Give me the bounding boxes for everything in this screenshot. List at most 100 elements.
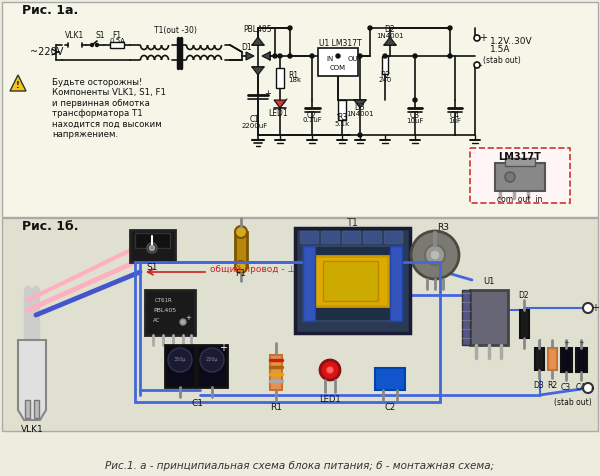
Text: U1: U1 xyxy=(484,278,494,287)
Circle shape xyxy=(91,43,94,47)
Text: CT61R: CT61R xyxy=(155,298,173,303)
Polygon shape xyxy=(18,340,46,420)
Polygon shape xyxy=(252,37,264,45)
Bar xyxy=(342,231,360,243)
Bar xyxy=(25,400,30,418)
Polygon shape xyxy=(246,52,254,60)
Circle shape xyxy=(425,245,445,265)
Text: C1: C1 xyxy=(250,116,260,125)
Text: R1: R1 xyxy=(288,70,298,79)
Bar xyxy=(295,228,410,333)
Text: LM317T: LM317T xyxy=(499,152,541,162)
Text: D2: D2 xyxy=(385,26,395,34)
Text: D3: D3 xyxy=(533,380,544,389)
Text: R2: R2 xyxy=(380,70,390,79)
Bar xyxy=(135,233,170,248)
Text: C2: C2 xyxy=(385,404,395,413)
Bar xyxy=(300,231,318,243)
Text: 2200uF: 2200uF xyxy=(242,123,268,129)
Text: OUT: OUT xyxy=(348,56,363,62)
Bar xyxy=(2,218,598,431)
Text: R1: R1 xyxy=(270,403,282,411)
Polygon shape xyxy=(354,100,366,108)
Bar xyxy=(235,232,247,267)
Text: общий провод - ⊥: общий провод - ⊥ xyxy=(210,266,295,275)
Bar xyxy=(505,158,535,166)
Bar xyxy=(34,400,39,418)
Circle shape xyxy=(413,54,417,58)
Bar xyxy=(495,163,545,191)
Text: D1: D1 xyxy=(164,346,176,355)
Bar xyxy=(548,348,557,370)
Text: T1(out -30): T1(out -30) xyxy=(154,26,196,34)
Text: -: - xyxy=(479,60,482,70)
Text: (stab out): (stab out) xyxy=(483,56,521,65)
Text: 1N4001: 1N4001 xyxy=(376,33,404,39)
Circle shape xyxy=(168,348,192,372)
Bar xyxy=(520,310,529,338)
Text: VLK1: VLK1 xyxy=(65,31,85,40)
Circle shape xyxy=(288,54,292,58)
Bar xyxy=(303,246,315,321)
Text: 10uF: 10uF xyxy=(406,118,424,124)
Circle shape xyxy=(288,26,292,30)
Bar xyxy=(561,348,572,372)
Bar xyxy=(110,42,124,48)
Circle shape xyxy=(326,366,334,374)
Bar xyxy=(321,231,339,243)
Text: 18k: 18k xyxy=(288,77,301,83)
Bar xyxy=(270,355,282,390)
Polygon shape xyxy=(274,100,286,108)
Text: 350μ: 350μ xyxy=(174,357,186,363)
Text: C1: C1 xyxy=(191,398,203,407)
Text: D3: D3 xyxy=(355,103,365,112)
Text: 1.5A: 1.5A xyxy=(490,46,511,54)
Text: 1uF: 1uF xyxy=(449,118,461,124)
Text: C3: C3 xyxy=(561,383,571,391)
Bar xyxy=(375,368,405,390)
Bar xyxy=(135,262,440,402)
Text: 240: 240 xyxy=(379,77,392,83)
Bar xyxy=(323,261,378,301)
Bar xyxy=(276,68,284,88)
Circle shape xyxy=(336,54,340,58)
Text: R3: R3 xyxy=(437,222,449,231)
Text: +: + xyxy=(591,303,599,313)
Text: AC: AC xyxy=(153,317,160,323)
Circle shape xyxy=(310,54,314,58)
Circle shape xyxy=(358,54,362,58)
Text: PBL405: PBL405 xyxy=(244,26,272,34)
Circle shape xyxy=(583,383,593,393)
Circle shape xyxy=(273,54,277,58)
Text: C4: C4 xyxy=(576,383,586,391)
Text: R3: R3 xyxy=(337,113,347,122)
Bar xyxy=(2,2,598,217)
Circle shape xyxy=(430,250,440,260)
Text: D1: D1 xyxy=(242,43,253,52)
Text: VLK1: VLK1 xyxy=(20,426,43,435)
Circle shape xyxy=(474,35,480,41)
Circle shape xyxy=(235,261,247,273)
Circle shape xyxy=(200,348,224,372)
Text: LED1: LED1 xyxy=(268,109,288,119)
Text: Рис.1. а - принципиальная схема блока питания; б - монтажная схема;: Рис.1. а - принципиальная схема блока пи… xyxy=(106,461,494,471)
Text: +: + xyxy=(264,89,271,98)
Text: 5.1k: 5.1k xyxy=(334,121,350,127)
Text: 1.2V..30V: 1.2V..30V xyxy=(490,38,533,47)
Bar xyxy=(535,348,544,370)
Circle shape xyxy=(278,54,282,58)
Text: S1: S1 xyxy=(146,262,158,271)
Bar xyxy=(390,246,402,321)
Text: !: ! xyxy=(16,81,20,90)
Text: +: + xyxy=(185,315,191,321)
Circle shape xyxy=(358,133,362,137)
Circle shape xyxy=(474,62,480,68)
Text: ~220V: ~220V xyxy=(30,47,64,57)
Circle shape xyxy=(95,43,98,47)
Text: C3: C3 xyxy=(410,110,420,119)
Text: S1: S1 xyxy=(95,31,105,40)
Text: -: - xyxy=(591,383,595,393)
Text: 1N4001: 1N4001 xyxy=(346,111,374,117)
Circle shape xyxy=(505,172,515,182)
Text: 0.5A: 0.5A xyxy=(109,38,125,44)
